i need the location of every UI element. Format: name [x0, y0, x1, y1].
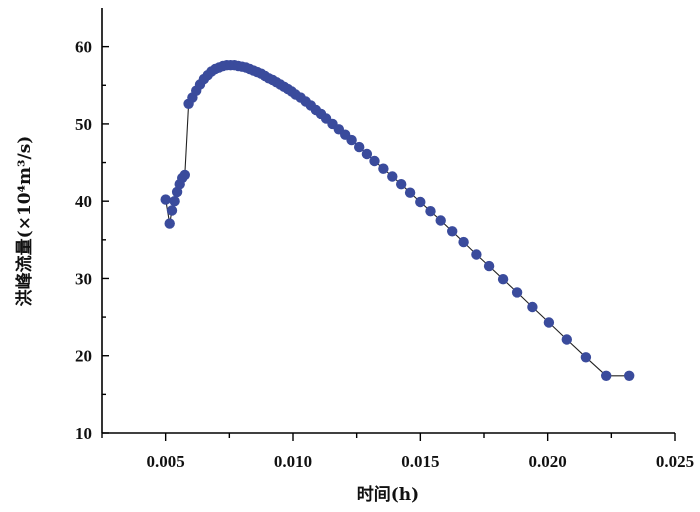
data-point	[164, 218, 175, 229]
data-point	[511, 287, 523, 298]
data-point	[527, 301, 538, 313]
y-tick-label: 50	[75, 115, 92, 134]
data-points	[160, 59, 635, 381]
data-point	[179, 169, 190, 181]
data-point	[435, 215, 446, 226]
data-point	[354, 141, 365, 153]
y-tick-label: 60	[75, 38, 92, 57]
x-axis-label: 时间(h)	[357, 484, 419, 505]
data-point	[169, 196, 180, 207]
data-point	[601, 370, 612, 381]
data-point	[387, 171, 398, 182]
data-point	[361, 148, 373, 160]
x-tick-label: 0.010	[274, 452, 312, 471]
x-tick-label: 0.025	[656, 452, 694, 471]
data-point	[404, 187, 416, 198]
series	[160, 59, 635, 381]
data-point	[483, 260, 495, 272]
data-point	[369, 155, 380, 167]
data-point	[160, 194, 171, 205]
series-line	[165, 64, 630, 377]
data-point	[346, 134, 357, 146]
y-ticks: 10 20 30 40 50 60	[75, 38, 109, 443]
x-tick-label: 0.015	[401, 452, 439, 471]
axes	[101, 8, 675, 434]
data-point	[471, 249, 482, 260]
data-point	[458, 236, 469, 248]
data-point	[447, 226, 458, 237]
x-tick-label: 0.005	[147, 452, 185, 471]
data-point	[543, 317, 555, 328]
x-tick-label: 0.020	[529, 452, 567, 471]
data-point	[561, 334, 572, 345]
data-point	[396, 179, 407, 190]
y-tick-label: 10	[75, 424, 92, 443]
data-point	[415, 196, 426, 208]
data-point	[497, 274, 509, 285]
data-point	[166, 205, 178, 216]
x-ticks: 0.005 0.010 0.015 0.020 0.025	[101, 433, 694, 471]
data-point	[580, 352, 592, 363]
y-tick-label: 30	[75, 269, 92, 288]
data-point	[624, 370, 635, 381]
y-tick-label: 40	[75, 192, 92, 211]
y-axis-label: 洪峰流量(×10⁴m³/s)	[14, 136, 35, 307]
data-point	[378, 163, 389, 174]
data-point	[425, 206, 436, 217]
y-tick-label: 20	[75, 347, 92, 366]
